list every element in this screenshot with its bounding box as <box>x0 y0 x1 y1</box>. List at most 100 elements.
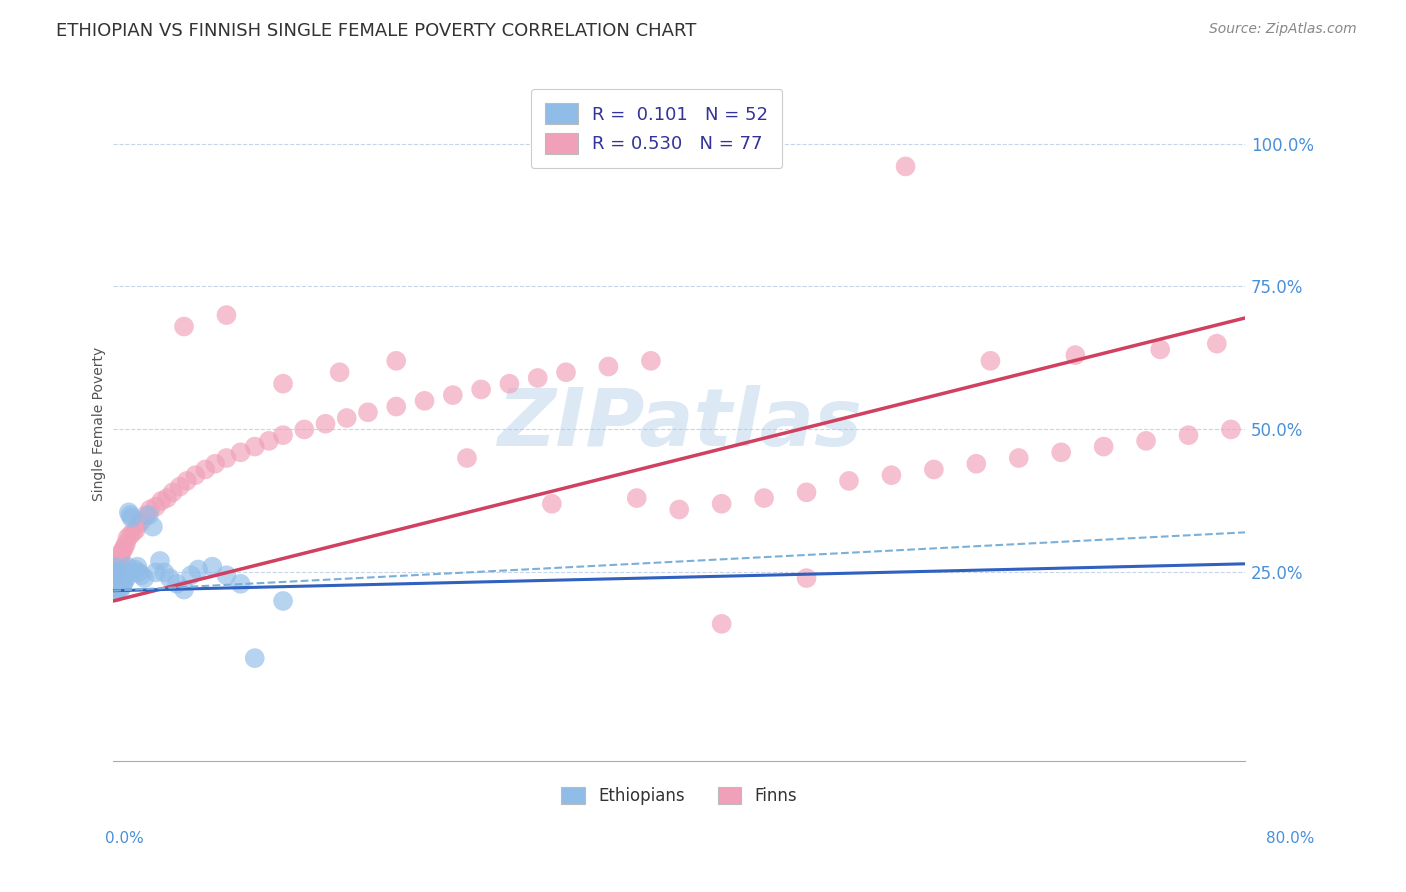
Point <box>710 497 733 511</box>
Point <box>104 566 127 580</box>
Point <box>149 554 172 568</box>
Point <box>104 571 127 585</box>
Point <box>271 594 294 608</box>
Point <box>105 559 128 574</box>
Point <box>710 616 733 631</box>
Point <box>385 400 408 414</box>
Point <box>128 516 150 531</box>
Point <box>1177 428 1199 442</box>
Y-axis label: Single Female Poverty: Single Female Poverty <box>93 347 107 500</box>
Point <box>105 585 128 599</box>
Point <box>169 480 191 494</box>
Point <box>118 505 141 519</box>
Point <box>838 474 860 488</box>
Point <box>441 388 464 402</box>
Text: ETHIOPIAN VS FINNISH SINGLE FEMALE POVERTY CORRELATION CHART: ETHIOPIAN VS FINNISH SINGLE FEMALE POVER… <box>56 22 696 40</box>
Point <box>105 574 128 588</box>
Point <box>114 540 136 554</box>
Text: Source: ZipAtlas.com: Source: ZipAtlas.com <box>1209 22 1357 37</box>
Point <box>110 551 132 566</box>
Point <box>215 568 238 582</box>
Point <box>108 557 131 571</box>
Point <box>1064 348 1087 362</box>
Point <box>121 511 143 525</box>
Point <box>215 450 238 465</box>
Point <box>107 566 129 580</box>
Point <box>243 440 266 454</box>
Text: ZIPatlas: ZIPatlas <box>496 384 862 463</box>
Point <box>598 359 620 374</box>
Point <box>104 559 127 574</box>
Point <box>120 528 142 542</box>
Point <box>243 651 266 665</box>
Point <box>184 468 207 483</box>
Point <box>922 462 945 476</box>
Point <box>128 566 150 580</box>
Point <box>145 566 167 580</box>
Point <box>111 545 134 559</box>
Point <box>1092 440 1115 454</box>
Point <box>215 308 238 322</box>
Point <box>156 491 179 505</box>
Point <box>894 160 917 174</box>
Point <box>194 462 217 476</box>
Legend: Ethiopians, Finns: Ethiopians, Finns <box>553 779 806 814</box>
Text: 80.0%: 80.0% <box>1267 831 1315 846</box>
Point <box>105 566 128 580</box>
Point <box>541 497 564 511</box>
Point <box>104 568 127 582</box>
Point <box>187 562 209 576</box>
Point <box>115 537 138 551</box>
Point <box>257 434 280 448</box>
Point <box>201 559 224 574</box>
Point <box>385 354 408 368</box>
Point <box>131 514 153 528</box>
Point <box>979 354 1001 368</box>
Point <box>640 354 662 368</box>
Point <box>112 542 135 557</box>
Point <box>166 577 188 591</box>
Point <box>114 568 136 582</box>
Point <box>108 574 131 588</box>
Point <box>159 571 181 585</box>
Point <box>111 580 134 594</box>
Point <box>110 577 132 591</box>
Point <box>796 571 818 585</box>
Point <box>142 519 165 533</box>
Point <box>105 580 128 594</box>
Point <box>626 491 648 505</box>
Point <box>110 548 132 562</box>
Point <box>104 577 127 591</box>
Point <box>107 554 129 568</box>
Point <box>145 500 167 514</box>
Point <box>117 531 139 545</box>
Point <box>120 508 142 523</box>
Point <box>271 428 294 442</box>
Point <box>880 468 903 483</box>
Point <box>117 559 139 574</box>
Point <box>1205 336 1227 351</box>
Point <box>105 568 128 582</box>
Point <box>107 577 129 591</box>
Point <box>336 411 359 425</box>
Text: 0.0%: 0.0% <box>105 831 145 846</box>
Point <box>117 566 139 580</box>
Point <box>122 525 145 540</box>
Point <box>796 485 818 500</box>
Point <box>138 508 160 523</box>
Point <box>229 445 252 459</box>
Point <box>498 376 520 391</box>
Point <box>112 577 135 591</box>
Point <box>135 508 157 523</box>
Point <box>115 571 138 585</box>
Point <box>134 571 156 585</box>
Point <box>1220 422 1243 436</box>
Point <box>526 371 548 385</box>
Point <box>108 568 131 582</box>
Point <box>107 562 129 576</box>
Point <box>111 574 134 588</box>
Point <box>162 485 184 500</box>
Point <box>1149 343 1171 357</box>
Point <box>110 582 132 597</box>
Point <box>150 494 173 508</box>
